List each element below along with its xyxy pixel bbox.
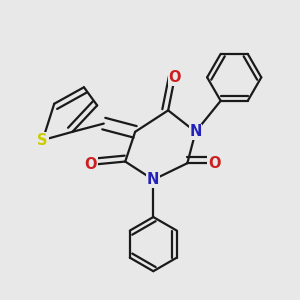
Text: N: N bbox=[147, 172, 160, 187]
Text: O: O bbox=[208, 156, 220, 171]
Text: O: O bbox=[84, 158, 97, 172]
Text: S: S bbox=[38, 133, 48, 148]
Text: N: N bbox=[189, 124, 202, 139]
Text: O: O bbox=[169, 70, 181, 85]
